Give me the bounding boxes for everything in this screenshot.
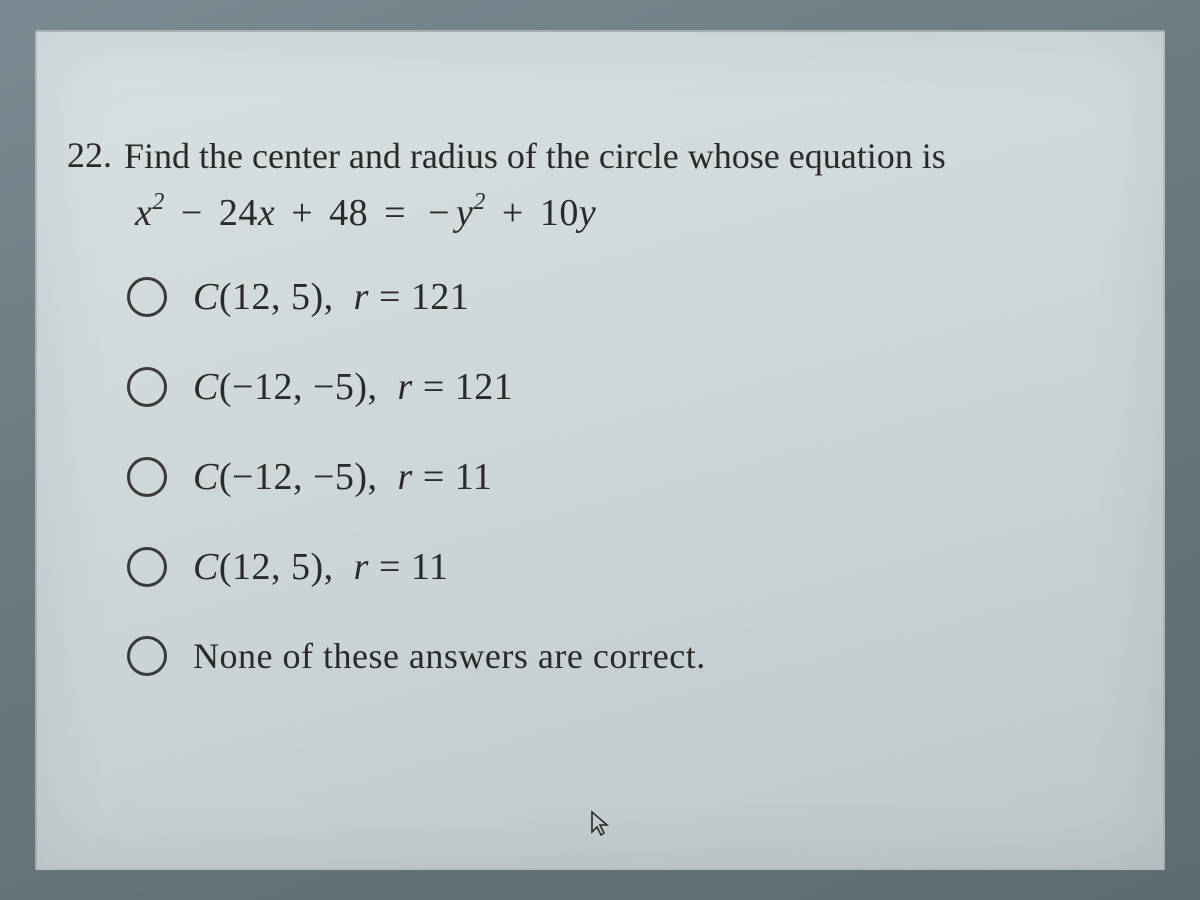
- opt-r: r: [398, 366, 413, 408]
- opt-r: r: [354, 276, 369, 318]
- question-prompt: Find the center and radius of the circle…: [124, 132, 946, 181]
- opt-args: (−12, −5),: [219, 456, 378, 498]
- eq-plus-2: +: [502, 192, 524, 234]
- opt-eq: =: [423, 456, 445, 498]
- eq-y: y: [456, 192, 473, 234]
- option-e-text: None of these answers are correct.: [193, 635, 706, 677]
- question-paper: 22. Find the center and radius of the ci…: [35, 30, 1165, 870]
- eq-y-exp: 2: [473, 189, 486, 215]
- radio-icon[interactable]: [127, 636, 167, 676]
- opt-r: r: [354, 546, 369, 588]
- eq-neg: −: [428, 192, 450, 234]
- opt-eq: =: [379, 276, 401, 318]
- eq-equals: =: [384, 192, 406, 234]
- option-a-text: C(12, 5), r = 121: [193, 275, 469, 319]
- eq-coef-10: 10: [540, 192, 579, 234]
- option-d-text: C(12, 5), r = 11: [193, 545, 449, 589]
- radio-icon[interactable]: [127, 277, 167, 317]
- option-c-text: C(−12, −5), r = 11: [193, 455, 492, 499]
- option-d[interactable]: C(12, 5), r = 11: [127, 545, 1133, 589]
- opt-lead: C: [193, 276, 219, 318]
- question-equation: x2 − 24x + 48 = −y2 + 10y: [135, 191, 1133, 235]
- opt-lead: C: [193, 456, 219, 498]
- eq-x-exp: 2: [152, 189, 165, 215]
- opt-val: 11: [455, 456, 493, 498]
- option-c[interactable]: C(−12, −5), r = 11: [127, 455, 1133, 499]
- eq-coef-24: 24: [219, 192, 258, 234]
- eq-const-48: 48: [329, 192, 368, 234]
- option-a[interactable]: C(12, 5), r = 121: [127, 275, 1133, 319]
- option-e[interactable]: None of these answers are correct.: [127, 635, 1133, 677]
- opt-lead: C: [193, 546, 219, 588]
- eq-y2: y: [579, 192, 596, 234]
- opt-r: r: [398, 456, 413, 498]
- opt-val: 11: [411, 546, 449, 588]
- cursor-icon: [589, 810, 611, 846]
- radio-icon[interactable]: [127, 457, 167, 497]
- option-b-text: C(−12, −5), r = 121: [193, 365, 513, 409]
- eq-x: x: [135, 192, 152, 234]
- eq-minus-1: −: [181, 192, 203, 234]
- question-number: 22.: [67, 132, 112, 179]
- opt-lead: C: [193, 366, 219, 408]
- opt-args: (−12, −5),: [219, 366, 378, 408]
- opt-val: 121: [455, 366, 514, 408]
- option-b[interactable]: C(−12, −5), r = 121: [127, 365, 1133, 409]
- radio-icon[interactable]: [127, 547, 167, 587]
- options-list: C(12, 5), r = 121 C(−12, −5), r = 121 C(…: [127, 275, 1133, 677]
- eq-plus-1: +: [291, 192, 313, 234]
- radio-icon[interactable]: [127, 367, 167, 407]
- opt-eq: =: [379, 546, 401, 588]
- question-stem: 22. Find the center and radius of the ci…: [67, 132, 1133, 181]
- opt-args: (12, 5),: [219, 276, 334, 318]
- opt-eq: =: [423, 366, 445, 408]
- opt-val: 121: [411, 276, 470, 318]
- opt-args: (12, 5),: [219, 546, 334, 588]
- eq-x2: x: [258, 192, 275, 234]
